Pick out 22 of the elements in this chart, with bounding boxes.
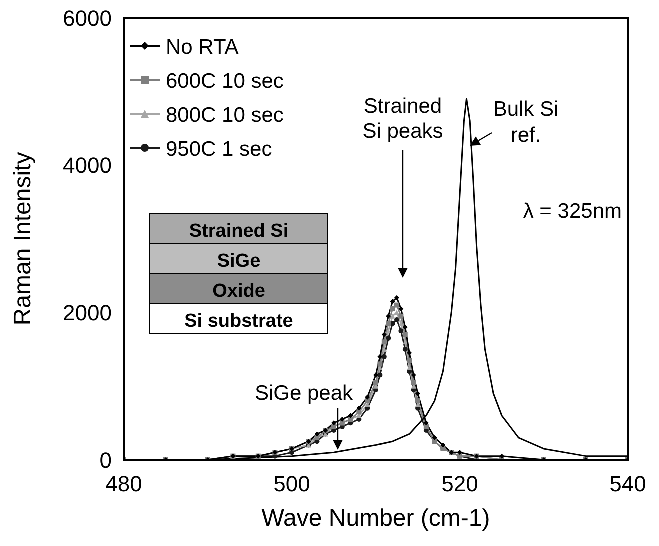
annotation: SiGe peak: [254, 382, 354, 405]
y-tick-label: 2000: [63, 300, 112, 326]
legend-label: 950C 1 sec: [166, 138, 272, 161]
annotation: SiGe: [217, 251, 261, 272]
x-tick-label: 480: [106, 472, 142, 497]
annotation: Si substrate: [184, 311, 294, 332]
annotation: λ = 325nm: [523, 200, 622, 223]
y-tick-label: 6000: [63, 6, 112, 31]
legend-label: 800C 10 sec: [166, 104, 284, 127]
x-axis-title: Wave Number (cm-1): [262, 505, 490, 532]
annotation: Oxide: [212, 281, 266, 302]
y-axis-title: Raman Intensity: [10, 152, 37, 326]
x-tick-label: 540: [610, 472, 646, 497]
y-tick-label: 0: [100, 448, 112, 473]
annotation: Strained Si peaks: [362, 95, 444, 143]
legend-label: 600C 10 sec: [166, 70, 284, 93]
legend-label: No RTA: [166, 36, 239, 59]
annotation: Strained Si: [189, 221, 289, 242]
annotation: Bulk Si ref.: [493, 98, 559, 147]
x-tick-label: 520: [442, 472, 478, 497]
x-tick-label: 500: [274, 472, 310, 497]
y-tick-label: 4000: [63, 153, 112, 178]
